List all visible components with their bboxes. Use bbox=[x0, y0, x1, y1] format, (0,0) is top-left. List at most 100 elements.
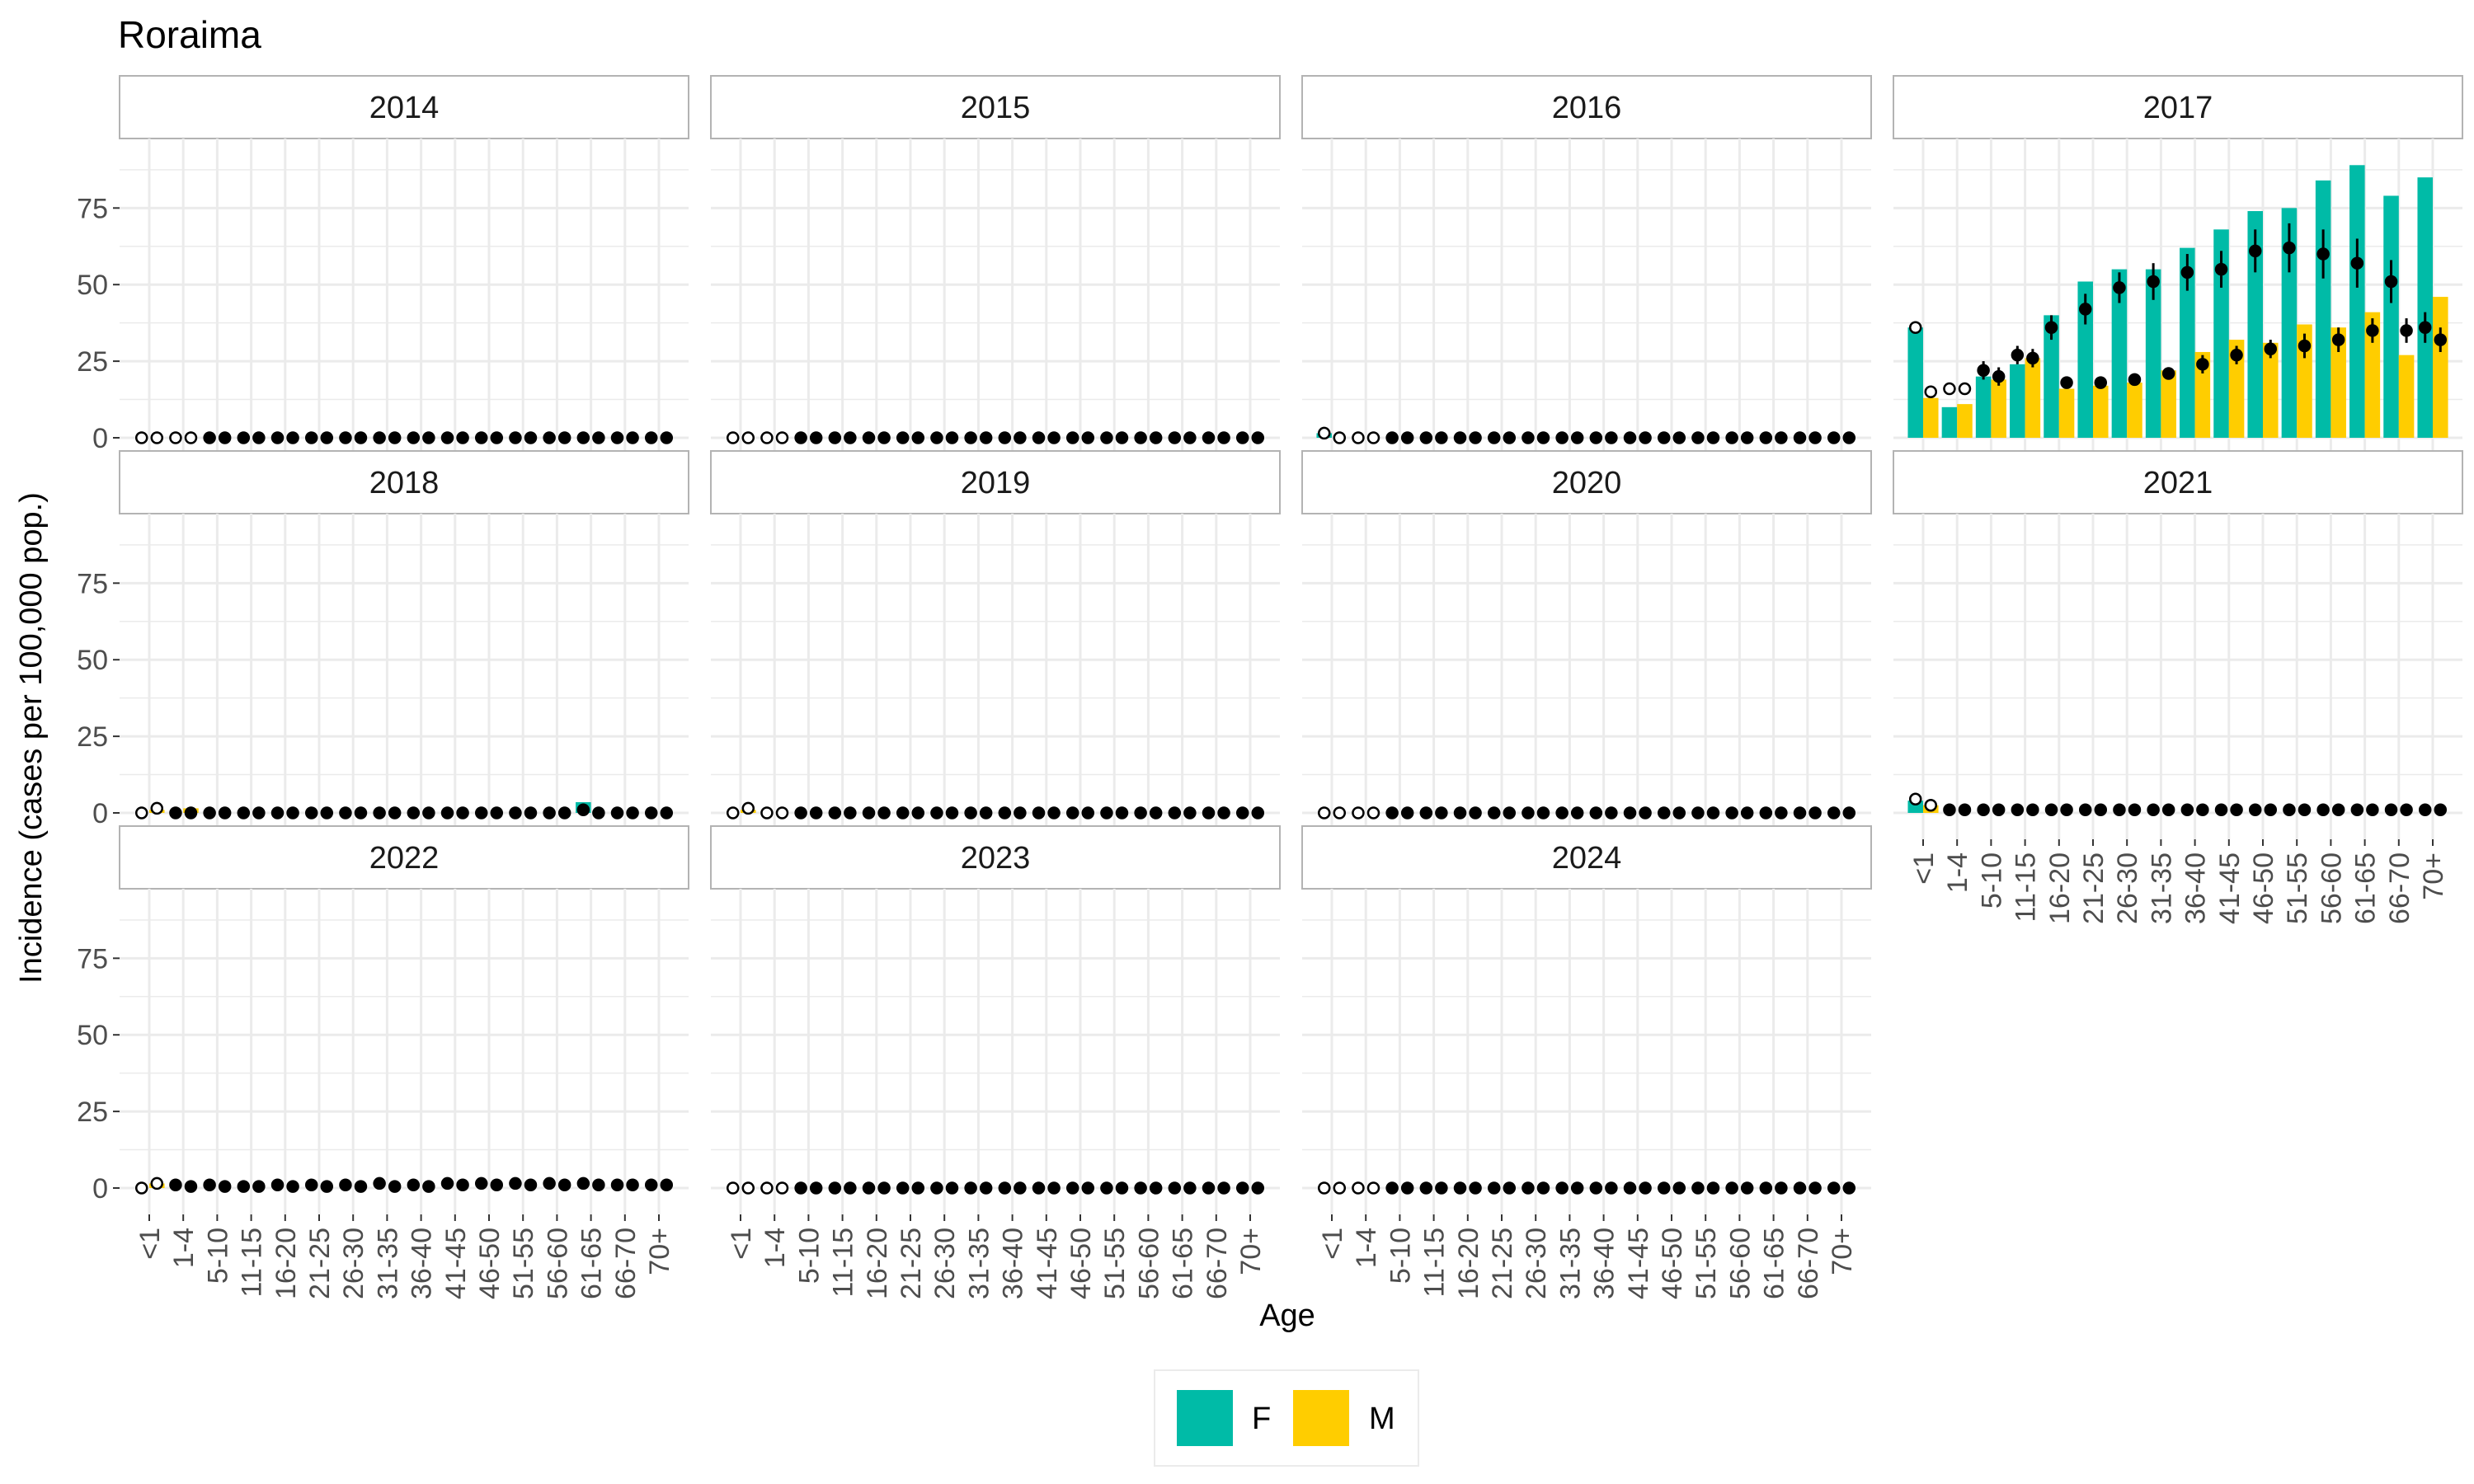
x-tick-label: 46-50 bbox=[474, 1228, 506, 1299]
point-m-<1 bbox=[1333, 806, 1347, 819]
point-f-56-60 bbox=[2316, 247, 2330, 261]
point-m-51-55 bbox=[524, 431, 538, 444]
bar-f-<1 bbox=[1907, 327, 1923, 438]
point-f-70+ bbox=[2418, 803, 2432, 817]
point-f-21-25 bbox=[2078, 303, 2092, 316]
point-m-51-55 bbox=[524, 806, 538, 819]
point-f-61-65 bbox=[1168, 806, 1182, 819]
point-m-21-25 bbox=[320, 806, 334, 819]
point-f-1-4 bbox=[760, 806, 774, 819]
point-f-21-25 bbox=[896, 1181, 910, 1195]
x-tick-label: 5-10 bbox=[793, 1228, 825, 1284]
point-f-51-55 bbox=[509, 806, 522, 819]
point-f-11-15 bbox=[1419, 431, 1433, 444]
point-m-11-15 bbox=[2026, 803, 2039, 817]
point-m-1-4 bbox=[184, 806, 198, 819]
x-tick-label: 36-40 bbox=[1589, 1228, 1620, 1299]
point-f-1-4 bbox=[760, 431, 774, 444]
point-m-46-50 bbox=[1672, 431, 1686, 444]
point-m-31-35 bbox=[979, 1181, 993, 1195]
point-m-26-30 bbox=[945, 1181, 959, 1195]
point-f-56-60 bbox=[1725, 431, 1738, 444]
point-f-66-70 bbox=[610, 806, 624, 819]
bar-m-66-70 bbox=[2398, 355, 2415, 438]
point-f-61-65 bbox=[1759, 806, 1773, 819]
point-m-1-4 bbox=[775, 431, 789, 444]
x-tick-label: 51-55 bbox=[1099, 1228, 1131, 1299]
point-m-41-45 bbox=[456, 431, 469, 444]
point-m-36-40 bbox=[422, 1180, 435, 1193]
facet-panels: 2014 0 25 50 75 2015 2016 2017 2018 0 25 50 75 2019 20… bbox=[77, 75, 2463, 1299]
point-m-1-4 bbox=[1958, 382, 1972, 396]
x-tick-label: 21-25 bbox=[2078, 852, 2109, 924]
legend-swatch-m bbox=[1293, 1390, 1349, 1446]
point-m-1-4 bbox=[1366, 1181, 1380, 1195]
point-f-51-55 bbox=[1691, 431, 1705, 444]
panel-2014: 2014 0 25 50 75 bbox=[77, 75, 689, 464]
point-f-61-65 bbox=[1759, 1181, 1773, 1195]
point-f-66-70 bbox=[2384, 803, 2398, 817]
point-m-56-60 bbox=[1740, 431, 1754, 444]
x-tick-label: 56-60 bbox=[2316, 852, 2347, 924]
point-f-11-15 bbox=[237, 431, 251, 444]
chart-title: Roraima bbox=[118, 13, 261, 56]
point-m-<1 bbox=[150, 801, 164, 815]
point-m-5-10 bbox=[1400, 1181, 1414, 1195]
bar-m-36-40 bbox=[2194, 351, 2211, 438]
point-f-31-35 bbox=[373, 431, 386, 444]
point-f-41-45 bbox=[2214, 803, 2228, 817]
point-m-<1 bbox=[1924, 385, 1938, 399]
x-tick-label: 5-10 bbox=[1385, 1228, 1416, 1284]
bar-f-36-40 bbox=[2180, 247, 2195, 438]
point-m-5-10 bbox=[1992, 369, 2006, 383]
point-f-61-65 bbox=[576, 1176, 590, 1190]
point-m-5-10 bbox=[1992, 803, 2006, 817]
point-f-21-25 bbox=[304, 806, 318, 819]
point-f-70+ bbox=[1827, 431, 1841, 444]
point-f-11-15 bbox=[1419, 806, 1433, 819]
y-tick-label: 75 bbox=[77, 943, 108, 974]
point-f-5-10 bbox=[203, 1178, 216, 1192]
point-m-70+ bbox=[660, 1178, 674, 1192]
point-m-46-50 bbox=[1672, 1181, 1686, 1195]
point-m-36-40 bbox=[2196, 803, 2209, 817]
panel-strip bbox=[1301, 450, 1872, 514]
point-m-16-20 bbox=[286, 1180, 299, 1193]
point-f-26-30 bbox=[1522, 806, 1535, 819]
point-m-1-4 bbox=[1366, 806, 1380, 819]
point-f-31-35 bbox=[964, 806, 977, 819]
point-f-16-20 bbox=[862, 431, 876, 444]
point-f-31-35 bbox=[1555, 806, 1569, 819]
point-f-21-25 bbox=[304, 431, 318, 444]
point-f-61-65 bbox=[1168, 431, 1182, 444]
point-m-61-65 bbox=[1183, 1181, 1197, 1195]
point-f-36-40 bbox=[407, 806, 421, 819]
point-f-11-15 bbox=[828, 1181, 842, 1195]
bar-f-70+ bbox=[2417, 177, 2433, 438]
point-m-36-40 bbox=[1605, 1181, 1618, 1195]
x-tick-label: 21-25 bbox=[304, 1228, 336, 1299]
point-f-51-55 bbox=[1100, 806, 1113, 819]
point-m-46-50 bbox=[490, 1178, 504, 1192]
y-tick-label: 50 bbox=[77, 270, 108, 301]
point-f-46-50 bbox=[1657, 806, 1671, 819]
point-m-41-45 bbox=[1047, 1181, 1061, 1195]
point-f-1-4 bbox=[169, 431, 182, 444]
point-f-61-65 bbox=[1759, 431, 1773, 444]
panel-strip-label: 2019 bbox=[961, 466, 1031, 500]
point-m-56-60 bbox=[2331, 333, 2345, 346]
point-m-1-4 bbox=[1366, 431, 1380, 444]
point-m-61-65 bbox=[592, 806, 605, 819]
y-tick-label: 0 bbox=[92, 798, 108, 829]
point-m-41-45 bbox=[1639, 431, 1652, 444]
panel-2017: 2017 bbox=[1893, 75, 2463, 464]
point-f-21-25 bbox=[304, 1178, 318, 1192]
x-tick-label: 26-30 bbox=[2112, 852, 2143, 924]
point-f-51-55 bbox=[2283, 241, 2296, 255]
point-f-56-60 bbox=[1134, 1181, 1147, 1195]
point-f-1-4 bbox=[1943, 382, 1956, 396]
point-f-26-30 bbox=[930, 806, 943, 819]
point-m-56-60 bbox=[1740, 1181, 1754, 1195]
point-m-21-25 bbox=[320, 1180, 334, 1193]
point-f-36-40 bbox=[2180, 265, 2194, 279]
